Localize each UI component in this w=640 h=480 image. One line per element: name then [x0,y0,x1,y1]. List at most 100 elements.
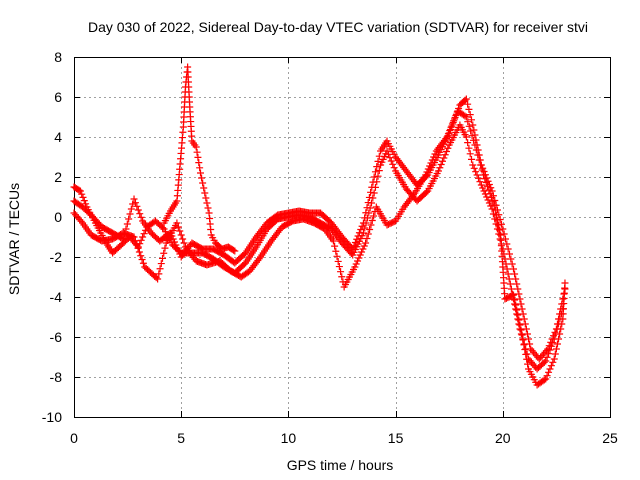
data-point [366,226,374,233]
data-point [525,335,533,343]
data-point [465,122,473,130]
x-tick-label: 25 [602,430,618,446]
data-point [519,310,527,318]
data-point [368,183,376,191]
data-point [461,112,469,120]
data-point [511,296,519,304]
data-point [444,130,452,138]
data-point [486,190,494,198]
data-point [462,113,470,121]
data-point [159,224,167,232]
data-point [134,244,142,252]
data-point [390,164,398,172]
data-point [542,375,550,383]
data-point [362,209,370,217]
data-point [524,360,532,368]
data-point [424,165,432,173]
data-point [492,211,500,219]
data-point [543,372,551,380]
data-point [333,252,341,260]
data-point [545,342,553,350]
y-tick-label: -10 [42,409,62,425]
data-point [504,245,512,253]
data-point [434,167,442,175]
data-point [422,188,430,196]
data-point [550,332,558,340]
data-point [173,219,181,227]
data-point [488,194,496,201]
data-point [507,255,515,263]
data-point [553,340,561,348]
data-point [551,350,559,358]
y-tick-label: 0 [54,209,62,225]
data-point [508,260,516,268]
data-point [386,154,394,162]
y-tick-label: -4 [50,289,63,305]
data-point [75,186,83,194]
data-point [199,179,207,187]
data-point [337,268,345,276]
data-point [173,244,181,252]
data-point [489,197,497,205]
data-point [140,230,148,238]
data-point [469,161,477,169]
data-point [363,204,371,212]
data-point [159,254,167,262]
data-point [558,320,566,328]
data-point [474,151,482,159]
data-point [174,223,182,231]
data-point [513,280,521,288]
data-point [364,230,372,238]
data-point [465,144,473,152]
data-point [193,148,201,156]
data-point [359,245,367,253]
data-point [169,235,177,243]
data-point [157,260,165,268]
data-point [196,164,204,172]
data-point [520,341,528,349]
data-point [130,195,138,203]
data-point [505,275,513,283]
data-point [485,186,493,194]
data-point [375,152,383,160]
data-point [522,350,530,358]
data-point [521,320,529,328]
data-point [439,157,446,165]
data-point [464,118,472,126]
series-spike [160,63,239,255]
data-point [138,256,146,263]
data-point [231,247,239,255]
data-point [519,336,527,344]
data-point [501,235,509,243]
data-point [491,206,499,214]
data-point [518,305,526,313]
data-point [422,171,430,179]
data-point [177,231,185,239]
data-point [546,365,554,373]
data-point [125,215,133,223]
data-point [355,229,363,237]
data-point [204,204,212,212]
data-point [179,235,187,243]
data-point [374,157,382,165]
data-point [513,306,521,314]
data-point [351,239,359,246]
data-point [507,285,515,293]
data-point [426,162,434,170]
data-point [135,248,143,256]
data-point [134,206,142,214]
data-point [480,171,488,179]
data-point [464,100,472,108]
data-point [123,220,131,228]
data-point [436,164,444,172]
data-point [514,285,522,293]
data-point [544,345,552,353]
data-point [542,357,550,365]
data-point [512,275,520,283]
data-point [515,316,523,324]
data-point [550,355,558,363]
data-point [477,161,485,169]
data-point [526,340,534,348]
x-tick-label: 10 [281,430,297,446]
data-point [472,146,480,154]
